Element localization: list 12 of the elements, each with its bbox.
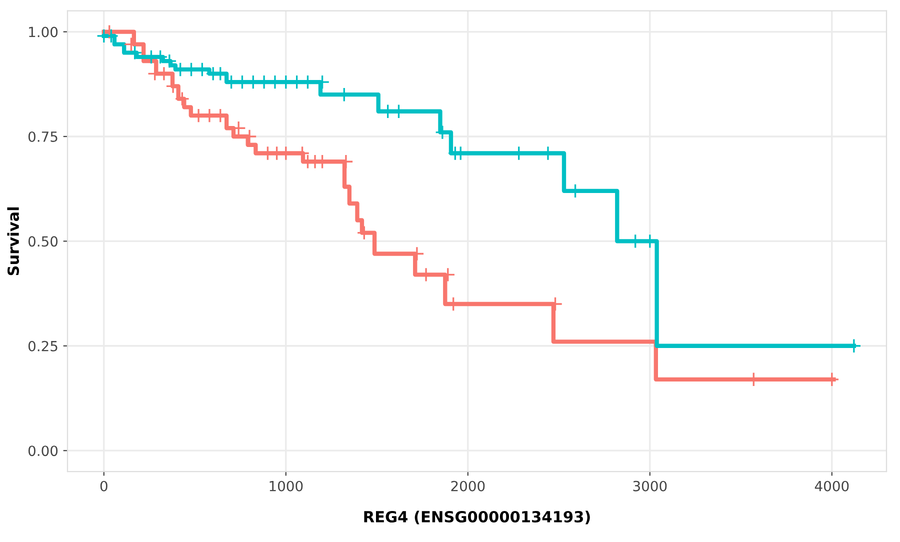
x-tick-label: 1000 — [270, 480, 303, 492]
x-tick-label: 0 — [100, 480, 108, 492]
y-tick-label: 0.75 — [28, 131, 58, 142]
x-tick-label: 4000 — [814, 480, 849, 492]
y-tick-label: 0.00 — [28, 446, 58, 456]
x-tick-label: 2000 — [451, 480, 485, 492]
y-axis-title: Survival — [7, 207, 20, 276]
y-tick-label: 1.00 — [29, 26, 58, 38]
y-tick-label: 0.50 — [28, 236, 58, 247]
x-tick-label: 3000 — [633, 480, 667, 492]
y-tick-label: 0.25 — [28, 340, 58, 352]
x-axis-title: REG4 (ENSG00000134193) — [364, 510, 590, 524]
